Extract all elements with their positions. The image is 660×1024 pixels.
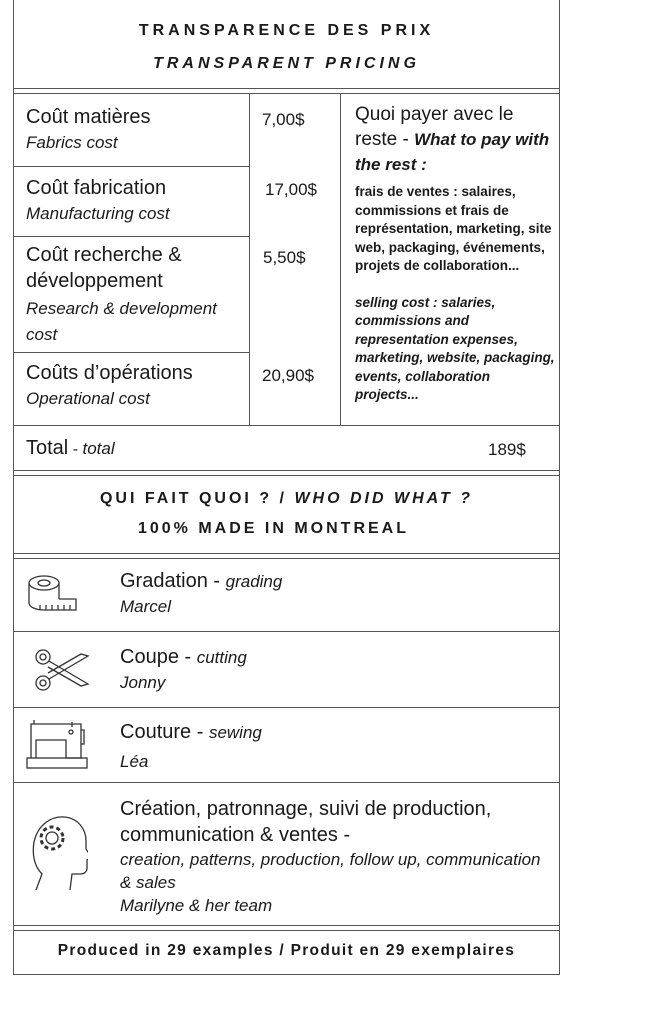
rest-title-en: What to pay with the rest : <box>355 130 550 174</box>
person: Jonny <box>120 673 166 692</box>
separator: - <box>207 570 226 592</box>
role-en: grading <box>225 572 283 591</box>
person: Marcel <box>120 597 172 616</box>
total-fr: Total <box>26 437 69 459</box>
title-en: TRANSPARENT PRICING <box>153 55 420 72</box>
role-fr: Couture <box>120 721 192 743</box>
total-value: 189$ <box>488 440 526 459</box>
total-label: Total - total <box>26 437 115 460</box>
total-en: total <box>82 439 115 458</box>
who-title-en: WHO DID WHAT ? <box>294 490 473 507</box>
role-fr: Gradation <box>120 570 208 592</box>
who-title-fr: QUI FAIT QUOI ? / <box>99 490 295 507</box>
cost-label-en: Operational cost <box>26 389 150 408</box>
cost-label-en: Fabrics cost <box>26 133 118 152</box>
cost-label-en: Manufacturing cost <box>26 204 170 223</box>
cost-row-research: Coût recherche & développement Research … <box>26 242 241 348</box>
cost-label-en: Research & development cost <box>26 299 217 344</box>
role-sewing: Couture - sewing Léa <box>120 721 262 772</box>
person: Léa <box>120 752 149 771</box>
scissors-icon <box>35 649 90 691</box>
role-en: sewing <box>208 723 262 742</box>
role-fr: Création, patronnage, suivi de productio… <box>120 798 492 846</box>
footer-edition-count: Produced in 29 examples / Produit en 29 … <box>57 942 516 959</box>
rest-explanation: Quoi payer avec le reste - What to pay w… <box>355 102 555 405</box>
who-title: QUI FAIT QUOI ? / WHO DID WHAT ? <box>13 490 560 508</box>
rest-title-fr: Quoi payer avec le reste - <box>355 104 514 150</box>
separator: - <box>191 721 209 743</box>
cost-row-manufacturing: Coût fabrication Manufacturing cost <box>26 177 170 224</box>
cost-value: 5,50$ <box>263 248 306 267</box>
cost-row-fabrics: Coût matières Fabrics cost <box>26 106 151 153</box>
separator: - <box>178 646 197 668</box>
measuring-tape-icon <box>28 575 77 611</box>
cost-label: Coûts d’opérations <box>26 362 193 384</box>
role-creation: Création, patronnage, suivi de productio… <box>120 796 550 916</box>
outer-border <box>13 0 560 975</box>
role-en: creation, patterns, production, follow u… <box>120 850 541 892</box>
cost-label: Coût recherche & développement <box>26 244 182 292</box>
rest-desc-fr: frais de ventes : salaires, commissions … <box>355 184 552 273</box>
cost-value: 17,00$ <box>265 180 317 199</box>
cost-value: 7,00$ <box>262 110 305 129</box>
separator: - <box>337 824 351 846</box>
separator: - <box>68 441 83 458</box>
made-in-montreal: 100% MADE IN MONTREAL <box>137 520 410 537</box>
role-grading: Gradation - grading Marcel <box>120 570 282 617</box>
sewing-machine-icon <box>26 720 88 769</box>
rest-desc-en: selling cost : salaries, commissions and… <box>355 294 555 403</box>
role-en: cutting <box>196 648 247 667</box>
person: Marilyne & her team <box>120 896 273 915</box>
title-fr: TRANSPARENCE DES PRIX <box>138 22 435 39</box>
cost-label: Coût matières <box>26 106 151 128</box>
head-gear-icon <box>32 816 88 890</box>
role-fr: Coupe <box>120 646 179 668</box>
role-cutting: Coupe - cutting Jonny <box>120 646 247 693</box>
cost-label: Coût fabrication <box>26 177 167 199</box>
cost-row-operations: Coûts d’opérations Operational cost <box>26 362 193 409</box>
cost-value: 20,90$ <box>262 366 314 385</box>
